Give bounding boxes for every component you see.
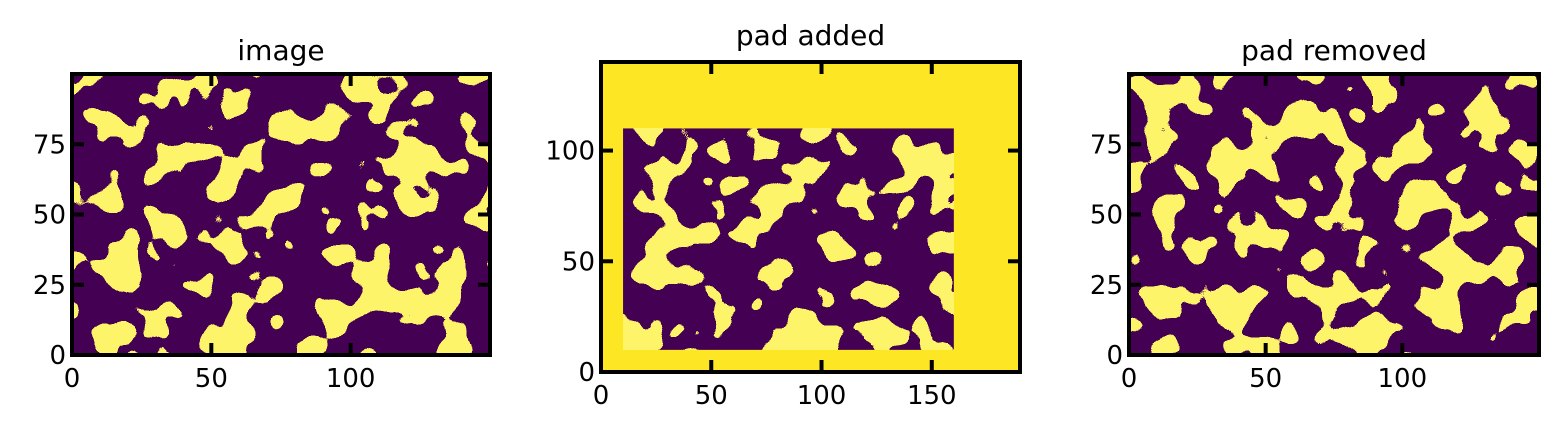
- y-tick-label: 25: [1090, 271, 1123, 301]
- y-tick-label: 50: [1090, 201, 1123, 231]
- x-tick-label: 100: [797, 381, 847, 411]
- panel-title: pad added: [736, 19, 885, 52]
- image-blobs: [623, 128, 954, 350]
- x-tick-label: 100: [1378, 364, 1428, 394]
- y-tick-label: 0: [49, 341, 66, 371]
- panel-pad-added: pad added 0 50 100 150 0 50 100: [545, 19, 1022, 411]
- y-tick-label: 75: [1090, 130, 1123, 160]
- panel-title: pad removed: [1241, 34, 1427, 67]
- x-tick-label: 50: [695, 381, 728, 411]
- y-tick-label: 100: [545, 137, 595, 167]
- panel-title: image: [237, 34, 324, 67]
- panel-image: image 0 50 100 0 25 50 75: [33, 34, 492, 394]
- x-tick-label: 50: [195, 364, 228, 394]
- y-tick-label: 50: [562, 247, 595, 277]
- y-tick-label: 50: [33, 201, 66, 231]
- y-tick-label: 25: [33, 271, 66, 301]
- x-tick-label: 100: [326, 364, 376, 394]
- image-blobs: [1129, 74, 1539, 355]
- axes-frame: [599, 60, 1022, 374]
- x-tick-label: 0: [593, 381, 610, 411]
- x-tick-label: 50: [1249, 364, 1282, 394]
- y-tick-label: 0: [578, 358, 595, 388]
- panel-pad-removed: pad removed 0 50 100 0 25 50 75: [1090, 34, 1541, 394]
- image-blobs: [72, 74, 490, 355]
- x-tick-label: 0: [64, 364, 81, 394]
- x-tick-label: 0: [1121, 364, 1138, 394]
- y-tick-label: 0: [1106, 341, 1123, 371]
- x-tick-label: 150: [907, 381, 957, 411]
- y-tick-label: 75: [33, 130, 66, 160]
